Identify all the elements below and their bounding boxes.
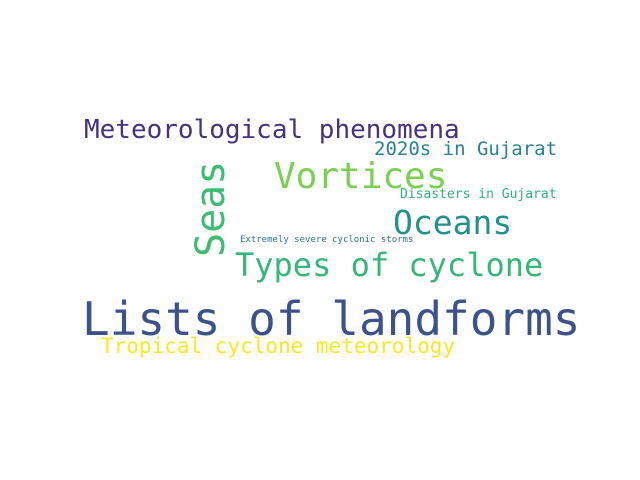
word-meteorological-phenomena: Meteorological phenomena <box>84 115 460 145</box>
word-oceans: Oceans <box>393 203 513 242</box>
word-lists-of-landforms: Lists of landforms <box>82 292 581 346</box>
word-vortices: Vortices <box>274 156 448 197</box>
word-tropical-cyclone-meteorology: Tropical cyclone meteorology <box>101 334 456 358</box>
word-seas: Seas <box>188 160 234 257</box>
word-disasters-in-gujarat: Disasters in Gujarat <box>400 187 557 202</box>
word-extremely-severe-cyclonic-storms: Extremely severe cyclonic storms <box>240 235 414 245</box>
word-2020s-in-gujarat: 2020s in Gujarat <box>374 138 558 160</box>
word-types-of-cyclone: Types of cyclone <box>235 246 544 284</box>
